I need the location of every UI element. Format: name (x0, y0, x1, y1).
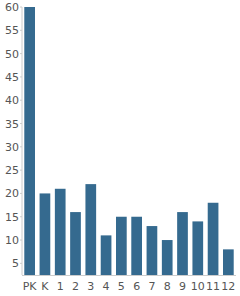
x-tick-label: K (41, 280, 49, 293)
bar (70, 212, 81, 275)
x-tick-label: 3 (87, 280, 94, 293)
x-tick-label: 10 (191, 280, 205, 293)
x-tick-label: 5 (118, 280, 125, 293)
bar (177, 212, 188, 275)
y-tick-label: 15 (5, 211, 19, 224)
bar (147, 226, 158, 275)
y-tick-label: 25 (5, 164, 19, 177)
y-tick-label: 40 (5, 94, 19, 107)
x-axis (22, 275, 236, 276)
y-tick-label: 50 (5, 48, 19, 61)
bars (24, 7, 233, 275)
y-axis (22, 7, 23, 275)
x-tick-label: 2 (72, 280, 79, 293)
y-tick-label: 10 (5, 234, 19, 247)
y-tick-label: 5 (12, 257, 19, 270)
x-tick-label: 4 (103, 280, 110, 293)
y-tick-label: 60 (5, 1, 19, 14)
bar (24, 7, 35, 275)
bar (192, 221, 203, 275)
y-tick-label: 45 (5, 71, 19, 84)
x-tick-label: 11 (206, 280, 220, 293)
x-tick-label: 1 (57, 280, 64, 293)
bar (55, 189, 66, 275)
bar (101, 235, 112, 275)
bar (208, 203, 219, 275)
x-tick-label: 8 (164, 280, 171, 293)
bar (40, 193, 51, 275)
bar (223, 249, 234, 275)
bar (116, 217, 127, 275)
bar (131, 217, 142, 275)
y-tick-label: 35 (5, 118, 19, 131)
y-tick-label: 30 (5, 141, 19, 154)
chart: 51015202530354045505560PKK12345678910111… (0, 0, 240, 296)
x-tick-label: PK (23, 280, 38, 293)
x-tick-label: 9 (179, 280, 186, 293)
bar (85, 184, 96, 275)
y-tick-label: 20 (5, 187, 19, 200)
y-tick-label: 55 (5, 24, 19, 37)
bar (162, 240, 173, 275)
x-tick-label: 6 (133, 280, 140, 293)
x-tick-label: 12 (221, 280, 235, 293)
x-tick-label: 7 (148, 280, 155, 293)
